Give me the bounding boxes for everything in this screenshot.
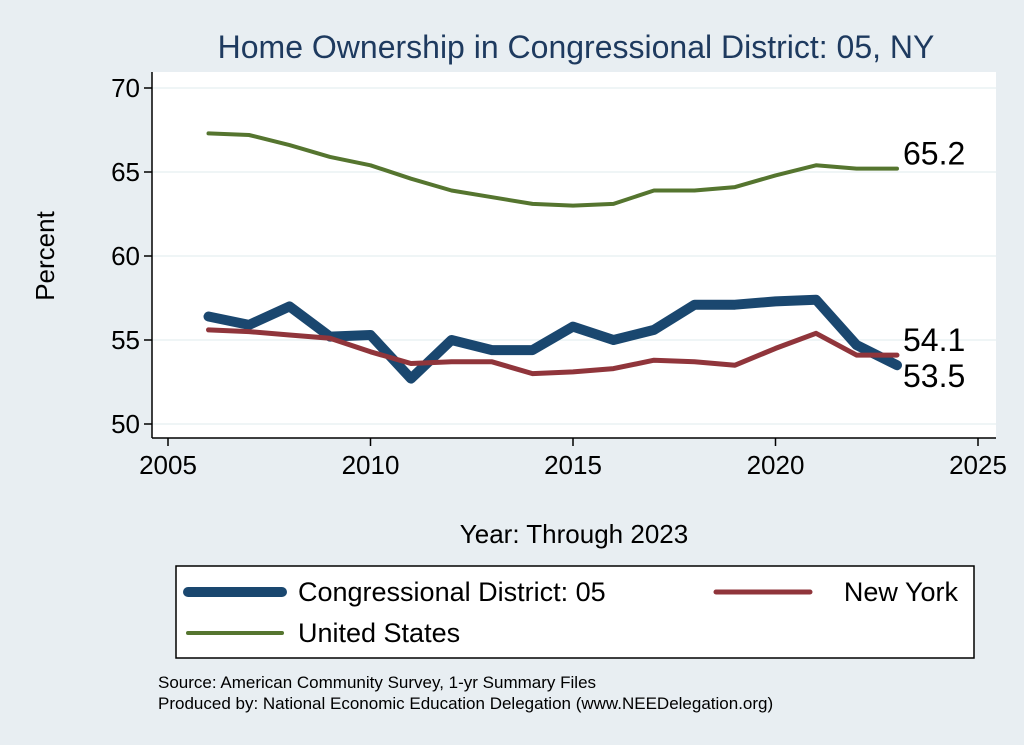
data-point <box>528 346 537 355</box>
data-point <box>207 328 210 332</box>
legend: Congressional District: 05 New York United… <box>175 565 975 659</box>
data-point <box>450 188 453 192</box>
y-tick-label: 60 <box>111 241 140 271</box>
data-point <box>690 300 699 309</box>
data-point <box>288 333 291 337</box>
series-line-0 <box>203 294 902 384</box>
data-point <box>650 325 658 334</box>
data-point <box>612 367 615 371</box>
axes <box>151 72 996 439</box>
y-tick-label: 55 <box>111 325 140 355</box>
end-label-0: 53.5 <box>903 358 965 394</box>
data-point <box>855 353 858 357</box>
data-point <box>733 185 737 189</box>
data-point <box>531 202 534 206</box>
end-label-2: 65.2 <box>903 136 965 172</box>
data-point <box>488 346 496 355</box>
legend-label-1: New York <box>844 577 959 607</box>
data-point <box>531 372 534 376</box>
data-point <box>571 370 575 374</box>
data-point <box>369 163 372 167</box>
legend-label-2: United States <box>298 618 460 648</box>
data-point <box>812 295 820 304</box>
data-point <box>328 336 332 340</box>
data-point <box>409 177 413 181</box>
y-tick-label: 65 <box>111 157 140 187</box>
data-point <box>407 374 415 383</box>
data-point <box>852 341 861 350</box>
data-point <box>490 195 494 199</box>
data-point <box>450 360 453 364</box>
x-axis-label: Year: Through 2023 <box>460 519 688 549</box>
data-point <box>855 167 858 171</box>
series-layer <box>203 131 902 384</box>
source-line-2: Produced by: National Economic Education… <box>158 694 773 713</box>
data-point <box>207 131 210 135</box>
data-point <box>771 297 780 306</box>
data-point <box>814 331 818 335</box>
data-point <box>652 358 656 362</box>
data-point <box>693 188 696 192</box>
source-line-1: Source: American Community Survey, 1-yr … <box>158 673 596 692</box>
gridlines <box>152 87 996 425</box>
data-point <box>895 167 899 171</box>
data-point <box>571 204 575 208</box>
data-point <box>774 173 777 177</box>
data-point <box>774 346 777 350</box>
data-point <box>369 350 372 354</box>
data-point <box>245 320 253 329</box>
data-point <box>893 361 901 370</box>
data-point <box>288 143 291 147</box>
plot-area <box>152 72 996 438</box>
data-point <box>569 322 577 331</box>
data-point <box>693 360 696 364</box>
data-point <box>612 202 615 206</box>
y-tick-label: 50 <box>111 409 140 439</box>
data-point <box>731 300 739 309</box>
data-point <box>409 362 413 366</box>
y-axis-label: Percent <box>30 210 60 300</box>
data-point <box>814 163 818 167</box>
data-point <box>895 353 899 357</box>
legend-items: Congressional District: 05 New York United… <box>183 577 959 648</box>
end-labels: 53.554.1 65.2 <box>903 136 965 395</box>
data-point <box>328 155 332 159</box>
data-point <box>204 312 213 321</box>
data-point <box>490 360 494 364</box>
x-tick-label: 2025 <box>949 450 1007 480</box>
x-axis-ticks: 2005 2010 2015 2020 2025 <box>139 438 1007 480</box>
series-line-2 <box>206 131 899 208</box>
end-label-1: 54.1 <box>903 322 965 358</box>
data-point <box>285 302 294 311</box>
series-line-1 <box>206 327 900 377</box>
data-point <box>652 188 656 192</box>
x-tick-label: 2020 <box>747 450 805 480</box>
data-point <box>247 330 251 334</box>
data-point <box>247 133 251 137</box>
y-tick-label: 70 <box>111 73 140 103</box>
data-point <box>447 336 456 344</box>
data-point <box>733 363 737 367</box>
x-tick-label: 2015 <box>544 450 602 480</box>
x-tick-label: 2010 <box>342 450 400 480</box>
legend-label-0: Congressional District: 05 <box>298 577 606 607</box>
legend-box <box>175 565 975 659</box>
data-point <box>366 330 375 339</box>
chart-title: Home Ownership in Congressional District… <box>218 29 935 65</box>
data-point <box>609 336 618 344</box>
x-tick-label: 2005 <box>139 450 197 480</box>
y-axis-ticks: 50 55 60 65 70 <box>111 73 152 439</box>
